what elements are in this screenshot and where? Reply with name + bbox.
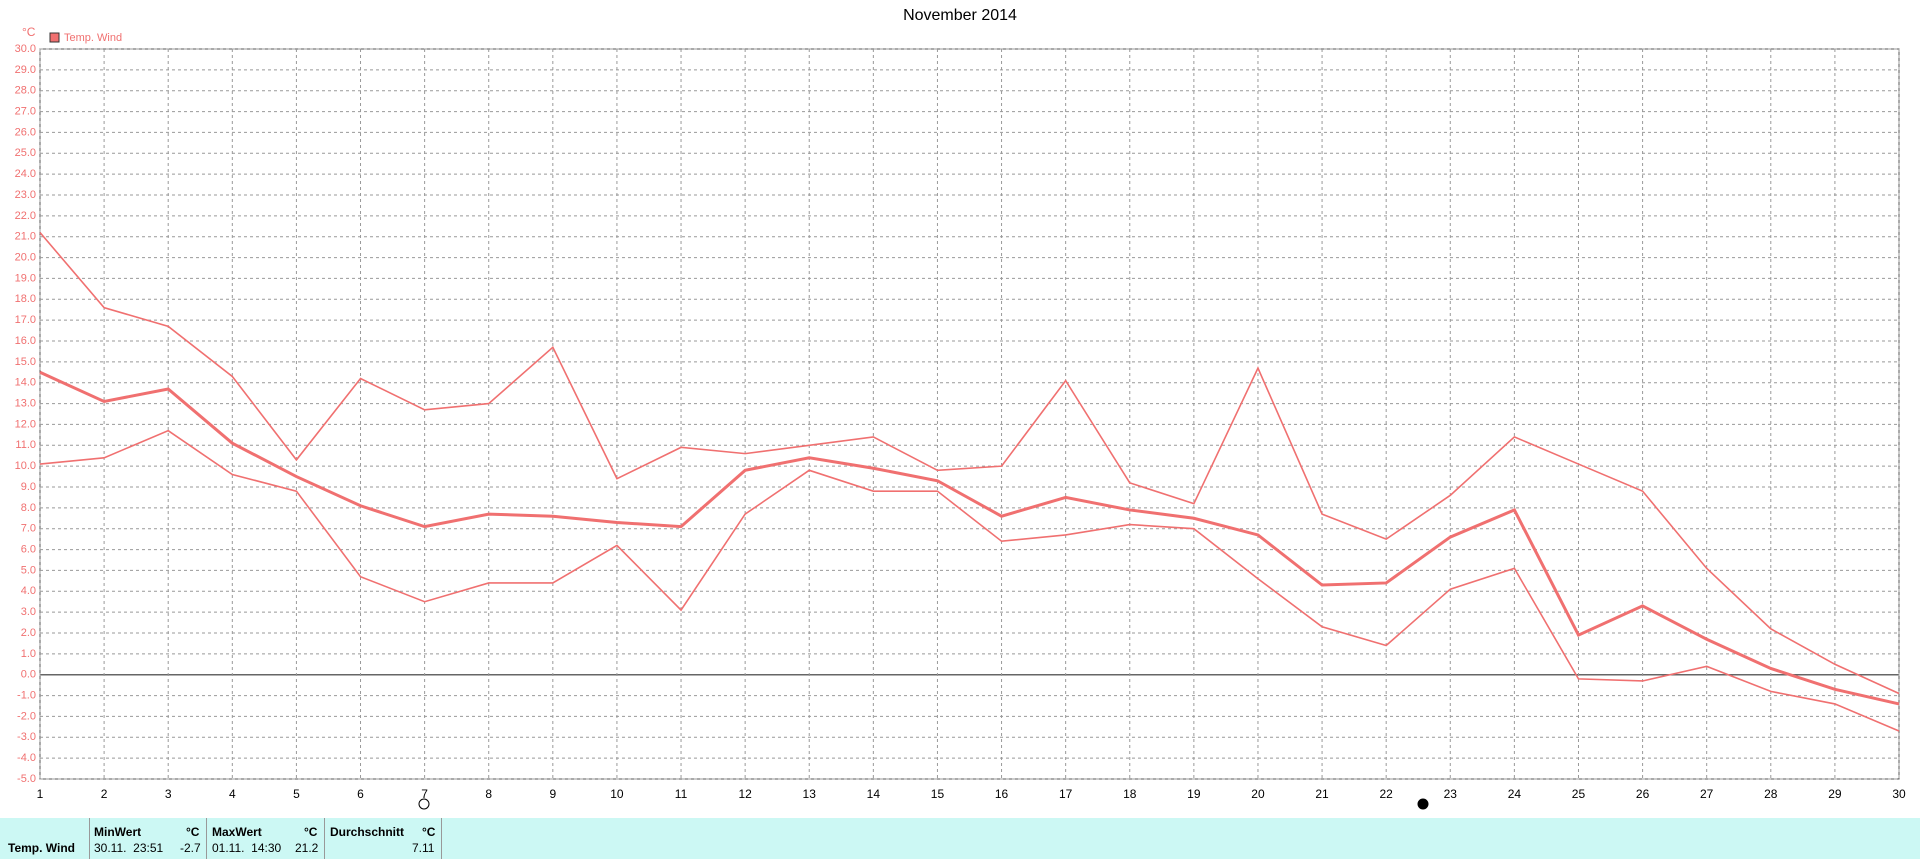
x-tick-label: 7 — [421, 787, 428, 801]
x-tick-label: 5 — [293, 787, 300, 801]
cell: 30.11. 23:51 — [94, 841, 164, 855]
y-tick-label: 13.0 — [15, 397, 36, 409]
series-line — [39, 232, 1900, 695]
y-tick-label: 10.0 — [15, 460, 36, 472]
series-line — [39, 370, 1900, 706]
y-tick-label: 2.0 — [21, 627, 36, 639]
y-tick-label: 6.0 — [21, 543, 36, 555]
cell: 7.11 — [412, 841, 435, 855]
y-tick-label: 5.0 — [21, 564, 36, 576]
legend-swatch — [49, 32, 60, 43]
y-tick-label: 4.0 — [21, 585, 36, 597]
x-tick-label: 4 — [229, 787, 236, 801]
x-tick-label: 30 — [1892, 787, 1906, 801]
x-tick-label: 29 — [1828, 787, 1842, 801]
x-tick-label: 15 — [931, 787, 945, 801]
y-tick-label: 20.0 — [15, 251, 36, 263]
header: °C — [186, 825, 200, 839]
separator — [441, 818, 442, 859]
x-tick-label: 23 — [1444, 787, 1458, 801]
x-tick-label: 8 — [485, 787, 492, 801]
y-tick-label: 15.0 — [15, 356, 36, 368]
y-tick-label: 8.0 — [21, 502, 36, 514]
x-tick-label: 27 — [1700, 787, 1714, 801]
x-tick-label: 2 — [101, 787, 108, 801]
y-tick-label: 12.0 — [15, 418, 36, 430]
legend-label: Temp. Wind — [64, 32, 122, 44]
x-tick-label: 21 — [1315, 787, 1329, 801]
x-tick-label: 16 — [995, 787, 1009, 801]
y-tick-label: 26.0 — [15, 126, 36, 138]
y-tick-label: 16.0 — [15, 335, 36, 347]
y-tick-label: -2.0 — [17, 710, 36, 722]
separator — [206, 818, 207, 859]
stats-table: Temp. Wind MinWert °C 30.11. 23:51 -2.7 … — [0, 818, 1920, 859]
header: °C — [304, 825, 318, 839]
plot-area — [39, 48, 1900, 780]
y-tick-label: -5.0 — [17, 773, 36, 785]
x-tick-label: 18 — [1123, 787, 1137, 801]
x-tick-label: 1 — [37, 787, 44, 801]
x-tick-label: 3 — [165, 787, 172, 801]
x-tick-label: 12 — [738, 787, 752, 801]
separator — [324, 818, 325, 859]
y-tick-label: 30.0 — [15, 43, 36, 55]
y-tick-label: -4.0 — [17, 752, 36, 764]
x-tick-label: 19 — [1187, 787, 1201, 801]
y-tick-label: 11.0 — [15, 439, 36, 451]
y-tick-label: 21.0 — [15, 231, 36, 243]
y-tick-label: 29.0 — [15, 64, 36, 76]
header: MaxWert — [212, 825, 262, 839]
row-label: Temp. Wind — [8, 841, 75, 855]
y-tick-label: 3.0 — [21, 606, 36, 618]
cell: 21.2 — [295, 841, 319, 855]
x-tick-label: 13 — [803, 787, 817, 801]
y-tick-label: 27.0 — [15, 105, 36, 117]
x-tick-label: 10 — [610, 787, 624, 801]
y-tick-label: 18.0 — [15, 293, 36, 305]
chart-title: November 2014 — [903, 7, 1017, 24]
x-tick-label: 26 — [1636, 787, 1650, 801]
x-tick-label: 9 — [549, 787, 556, 801]
cell: 01.11. 14:30 — [212, 841, 282, 855]
cell: -2.7 — [180, 841, 201, 855]
moon-icon — [418, 798, 430, 810]
series-line — [39, 429, 1900, 732]
x-tick-label: 17 — [1059, 787, 1073, 801]
x-tick-label: 14 — [867, 787, 881, 801]
x-tick-label: 11 — [675, 787, 688, 801]
x-tick-label: 20 — [1251, 787, 1265, 801]
y-tick-label: 17.0 — [15, 314, 36, 326]
header: °C — [422, 825, 436, 839]
y-tick-label: 9.0 — [21, 481, 36, 493]
x-tick-label: 28 — [1764, 787, 1778, 801]
y-tick-label: 1.0 — [21, 648, 36, 660]
y-tick-label: 22.0 — [15, 210, 36, 222]
y-tick-label: 14.0 — [15, 377, 36, 389]
y-tick-label: 23.0 — [15, 189, 36, 201]
moon-icon — [1417, 798, 1429, 810]
y-tick-label: 0.0 — [21, 669, 36, 681]
x-tick-label: 6 — [357, 787, 364, 801]
header: MinWert — [94, 825, 142, 839]
y-tick-label: -1.0 — [17, 689, 36, 701]
header: Durchschnitt — [330, 825, 405, 839]
y-tick-label: 28.0 — [15, 85, 36, 97]
y-tick-label: 19.0 — [15, 272, 36, 284]
y-axis-unit: °C — [22, 25, 36, 39]
separator — [89, 818, 90, 859]
x-tick-label: 22 — [1379, 787, 1393, 801]
x-tick-label: 24 — [1508, 787, 1522, 801]
y-tick-label: -3.0 — [17, 731, 36, 743]
x-tick-label: 25 — [1572, 787, 1586, 801]
y-tick-label: 24.0 — [15, 168, 36, 180]
chart: November 2014 °C 30.029.028.027.026.025.… — [15, 7, 1906, 810]
y-tick-label: 25.0 — [15, 147, 36, 159]
y-tick-label: 7.0 — [21, 523, 36, 535]
